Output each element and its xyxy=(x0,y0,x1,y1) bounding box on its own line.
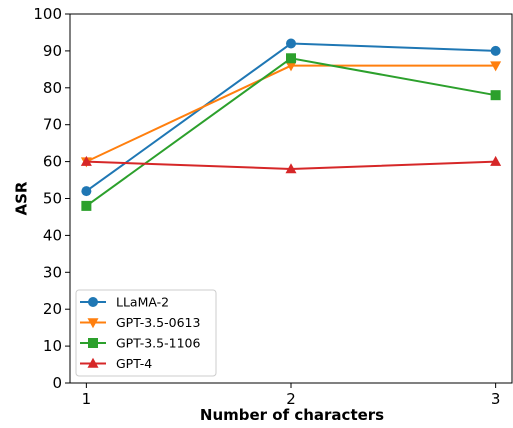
legend-item: GPT-3.5-1106 xyxy=(80,336,200,351)
legend-item: GPT-4 xyxy=(80,356,152,371)
data-point xyxy=(286,53,296,64)
y-axis-ticks: 0 10 20 30 40 50 60 70 80 90 100 xyxy=(33,5,70,392)
legend-marker xyxy=(87,357,99,368)
data-point xyxy=(490,90,501,101)
legend-marker xyxy=(88,297,98,307)
legend-label: GPT-4 xyxy=(116,356,152,371)
data-point xyxy=(285,163,297,174)
x-tick-label: 2 xyxy=(286,390,296,408)
y-tick-label: 80 xyxy=(43,79,62,97)
data-point xyxy=(81,186,92,197)
legend-label: GPT-3.5-1106 xyxy=(116,336,200,351)
y-tick-label: 10 xyxy=(43,337,62,355)
data-point xyxy=(490,155,502,166)
y-tick-label: 60 xyxy=(43,153,62,171)
y-tick-label: 0 xyxy=(52,374,62,392)
data-point xyxy=(80,155,92,166)
plot-frame xyxy=(69,13,513,384)
x-axis-label: Number of characters xyxy=(200,406,384,424)
legend-items: LLaMA-2 GPT-3.5-0613 GPT-3.5-1106 GPT-4 xyxy=(80,295,200,371)
y-tick-label: 30 xyxy=(43,263,62,281)
data-point xyxy=(490,61,502,72)
x-tick-label: 1 xyxy=(82,390,92,408)
y-tick-label: 40 xyxy=(43,226,62,244)
data-point xyxy=(285,61,297,72)
series-gpt-3-5-1106 xyxy=(81,53,501,211)
legend-box xyxy=(75,289,217,377)
y-tick-label: 50 xyxy=(43,190,62,208)
legend: LLaMA-2 GPT-3.5-0613 GPT-3.5-1106 GPT-4 xyxy=(75,289,217,377)
legend-item: GPT-3.5-0613 xyxy=(80,315,200,330)
data-point xyxy=(81,200,92,211)
y-axis-label: ASR xyxy=(13,181,31,215)
legend-label: GPT-3.5-0613 xyxy=(116,315,200,330)
legend-marker xyxy=(88,338,98,348)
series-llama-2 xyxy=(81,38,501,197)
series-gpt-4 xyxy=(80,155,502,174)
y-tick-label: 100 xyxy=(33,5,62,23)
legend-label: LLaMA-2 xyxy=(116,295,169,310)
y-tick-label: 70 xyxy=(43,116,62,134)
y-tick-label: 20 xyxy=(43,300,62,318)
y-tick-label: 90 xyxy=(43,42,62,60)
legend-marker xyxy=(87,318,99,329)
legend-item: LLaMA-2 xyxy=(80,295,169,310)
data-point xyxy=(490,45,501,56)
x-tick-label: 3 xyxy=(491,390,501,408)
x-axis-ticks: 1 2 3 xyxy=(82,383,501,408)
data-point xyxy=(286,38,296,49)
series-layer xyxy=(80,38,502,211)
